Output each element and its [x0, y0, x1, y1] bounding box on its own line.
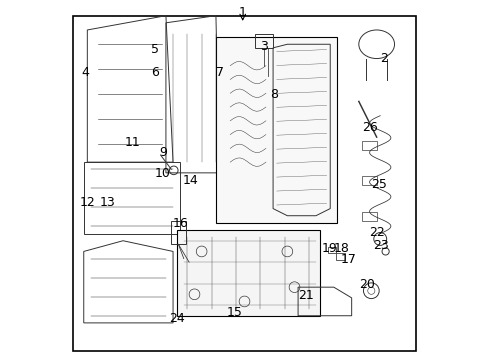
Text: 9: 9 [159, 146, 166, 159]
Text: 15: 15 [226, 306, 242, 319]
Text: 5: 5 [151, 43, 159, 56]
Text: 4: 4 [81, 66, 89, 79]
Text: 21: 21 [298, 288, 313, 302]
Text: 2: 2 [379, 52, 387, 65]
Text: 23: 23 [372, 239, 388, 252]
Bar [362, 212, 376, 221]
Text: 11: 11 [125, 136, 141, 149]
Text: 22: 22 [369, 226, 385, 239]
Text: 16: 16 [173, 217, 188, 230]
Bar [328, 247, 335, 253]
Bar [362, 176, 376, 185]
Bar [335, 253, 344, 260]
Text: 25: 25 [370, 178, 386, 191]
Text: 20: 20 [358, 278, 374, 291]
Bar [362, 141, 376, 150]
Text: 13: 13 [100, 195, 116, 209]
Text: 24: 24 [169, 312, 185, 325]
Bar [176, 230, 319, 316]
Text: 7: 7 [216, 66, 224, 79]
Text: 17: 17 [340, 253, 356, 266]
Text: 12: 12 [80, 195, 96, 209]
Text: 3: 3 [260, 40, 267, 53]
Text: 10: 10 [155, 167, 171, 180]
Text: 19: 19 [321, 242, 336, 255]
Text: 14: 14 [182, 174, 198, 187]
Text: 26: 26 [362, 121, 377, 134]
Bar [171, 221, 185, 244]
Bar [255, 33, 272, 48]
Text: 18: 18 [333, 242, 349, 255]
Text: 8: 8 [269, 88, 277, 101]
Text: 6: 6 [151, 66, 159, 79]
Text: 1: 1 [238, 6, 246, 19]
Bar [216, 37, 337, 223]
